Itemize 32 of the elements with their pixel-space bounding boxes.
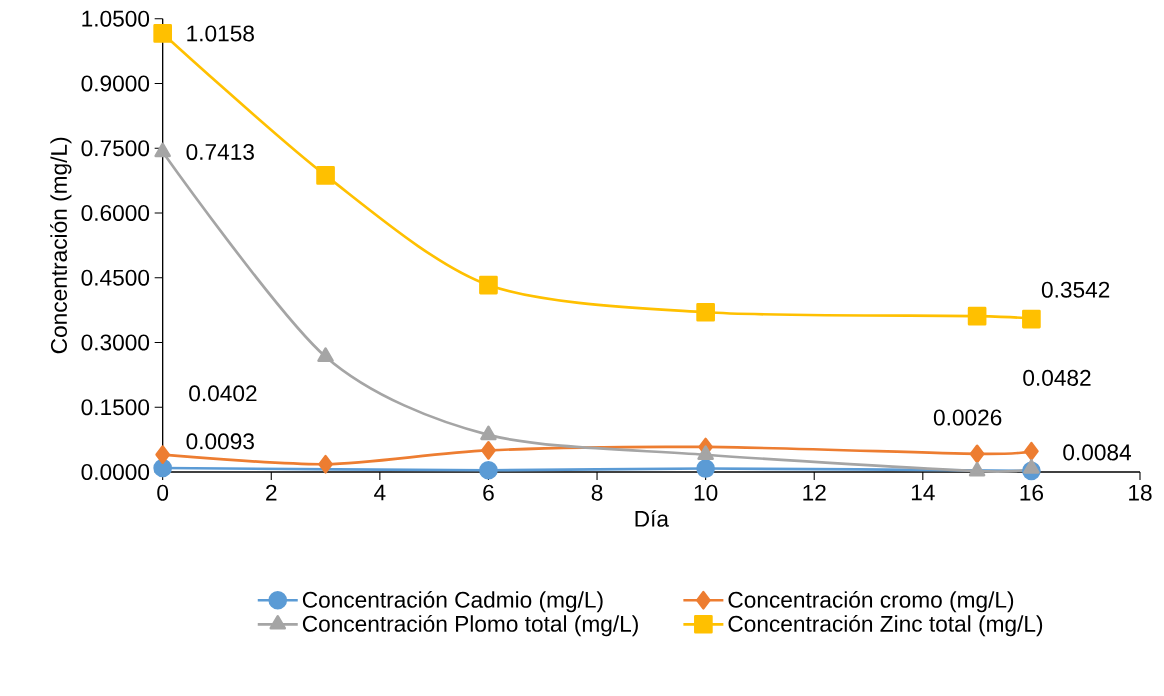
y-tick-label: 0.1500 (81, 399, 150, 416)
y-tick-label: 0.7500 (81, 140, 150, 157)
x-tick-label: 0 (157, 484, 169, 501)
data-label: 0.0093 (186, 433, 254, 450)
y-axis-title: Concentración (mg/L) (50, 137, 72, 354)
x-tick-label: 8 (591, 484, 603, 501)
x-tick-label: 14 (911, 484, 935, 501)
legend-label: Concentración Zinc total (mg/L) (728, 614, 1043, 637)
data-label: 0.7413 (186, 143, 254, 160)
data-label: 0.0482 (1023, 369, 1091, 386)
x-tick-label: 4 (374, 484, 386, 501)
x-tick-label: 16 (1020, 484, 1044, 501)
x-tick-label: 6 (483, 484, 494, 501)
y-tick-label: 0.9000 (81, 75, 150, 92)
legend-label: Concentración Plomo total (mg/L) (302, 614, 638, 637)
y-tick-label: 1.0500 (82, 10, 150, 27)
data-label: 0.3542 (1041, 281, 1110, 298)
y-tick-label: 0.0000 (81, 463, 150, 481)
x-axis-title: Día (635, 509, 669, 527)
data-label: 1.0158 (187, 25, 254, 42)
x-tick-label: 18 (1129, 484, 1152, 501)
y-tick-label: 0.6000 (81, 204, 150, 221)
x-tick-label: 12 (803, 484, 826, 501)
x-tick-label: 2 (266, 484, 277, 501)
x-tick-label: 10 (694, 484, 718, 501)
data-label: 0.0026 (933, 409, 1002, 426)
data-label: 0.0402 (189, 385, 257, 402)
legend-label: Concentración Cadmio (mg/L) (302, 590, 603, 613)
y-tick-label: 0.4500 (81, 269, 150, 286)
data-label: 0.0084 (1063, 444, 1131, 461)
y-tick-label: 0.3000 (81, 334, 150, 351)
legend-label: Concentración cromo (mg/L) (728, 590, 1014, 613)
